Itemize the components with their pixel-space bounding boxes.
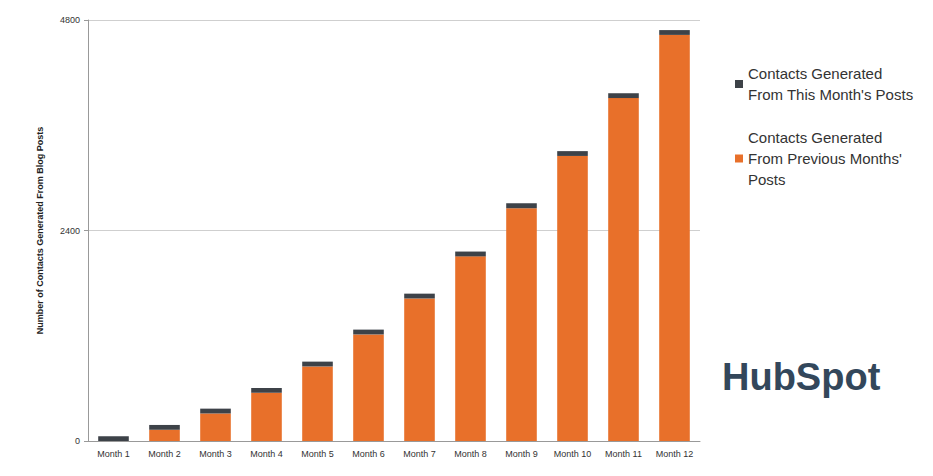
svg-text:Number of Contacts Generated F: Number of Contacts Generated From Blog P…	[35, 127, 45, 335]
svg-text:Month 8: Month 8	[454, 449, 487, 459]
svg-text:Contacts Generated: Contacts Generated	[748, 65, 886, 82]
svg-text:From This Month's Posts: From This Month's Posts	[748, 86, 913, 103]
svg-text:Month 11: Month 11	[605, 449, 642, 459]
svg-text:Month 1: Month 1	[97, 449, 130, 459]
svg-text:Month 6: Month 6	[352, 449, 385, 459]
svg-text:4800: 4800	[60, 15, 80, 25]
svg-text:Month 5: Month 5	[301, 449, 334, 459]
svg-text:From Previous Months': From Previous Months'	[748, 150, 906, 167]
svg-text:Month 10: Month 10	[554, 449, 592, 459]
svg-text:HubSpot: HubSpot	[722, 356, 881, 398]
svg-text:Contacts Generated: Contacts Generated	[748, 129, 886, 146]
svg-text:2400: 2400	[60, 226, 80, 236]
svg-text:Month 9: Month 9	[505, 449, 538, 459]
svg-text:Month 3: Month 3	[199, 449, 232, 459]
svg-text:Month 12: Month 12	[656, 449, 694, 459]
svg-text:0: 0	[75, 436, 80, 446]
svg-text:Month 2: Month 2	[148, 449, 181, 459]
svg-text:Month 4: Month 4	[250, 449, 283, 459]
svg-text:Month 7: Month 7	[403, 449, 436, 459]
svg-text:Posts: Posts	[748, 171, 786, 188]
